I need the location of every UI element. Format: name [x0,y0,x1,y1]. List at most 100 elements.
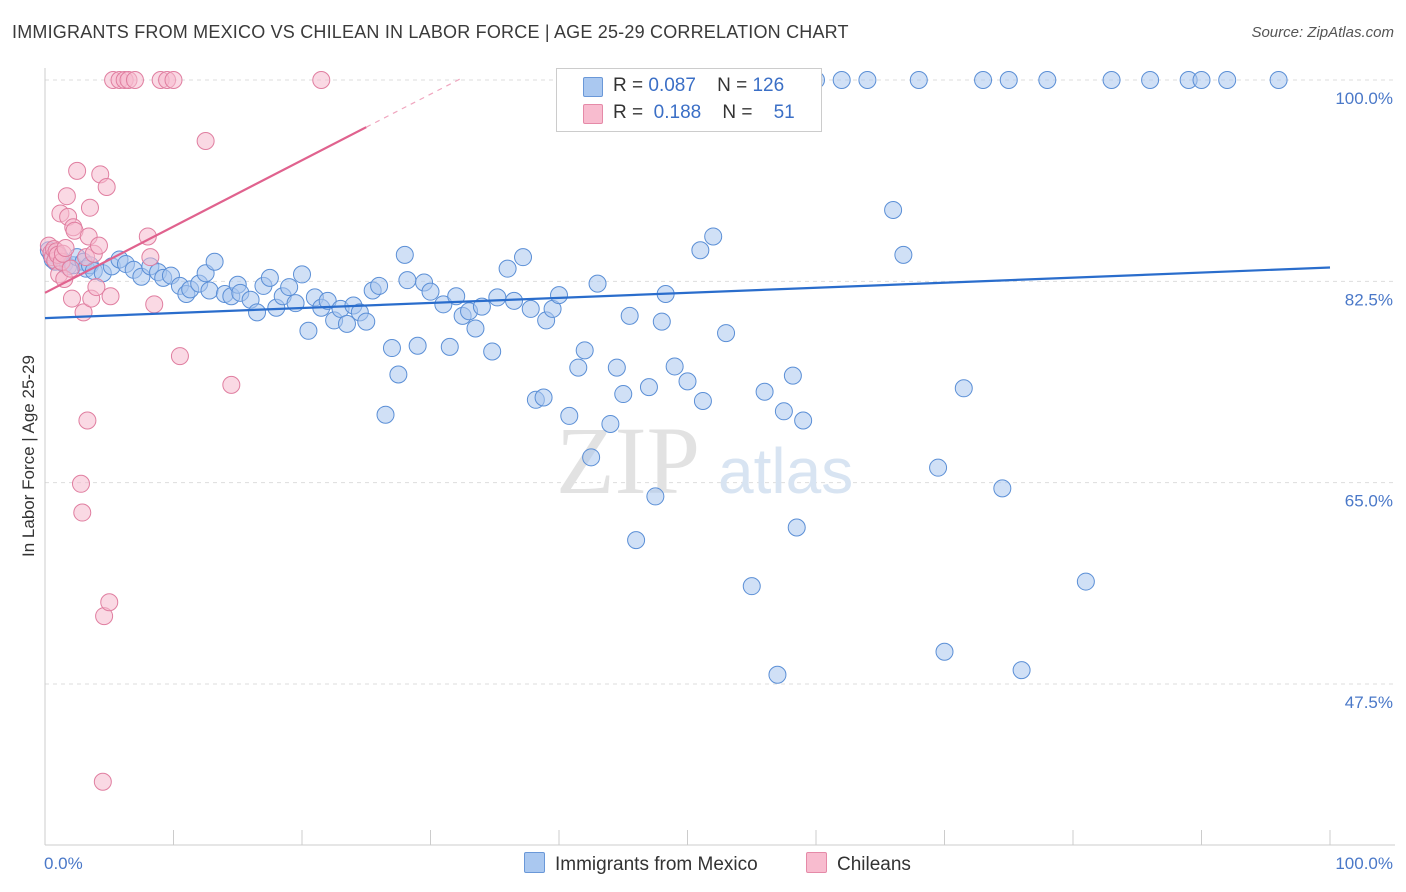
chilean-point [97,177,116,196]
mexico-point [1218,71,1237,89]
legend-r-mexico: 0.087 [648,75,696,96]
chilean-point [145,295,164,314]
chilean-point [73,503,92,522]
mexico-point [993,479,1012,498]
mexico-trend-line [44,266,1331,320]
chilean-point [101,287,120,306]
chilean-point [196,131,215,150]
chilean-point [93,772,112,791]
mexico-point [318,291,337,310]
mexico-point [794,411,813,430]
mexico-point [999,71,1018,89]
mexico-point [488,288,507,307]
mexico-point [299,321,318,340]
chilean-trend-line [44,126,367,294]
mexico-point [569,358,588,377]
legend-swatch-chileans [583,104,603,124]
bottom-legend-swatch-chileans [806,852,827,873]
legend-swatch-mexico [583,77,603,97]
mexico-point [665,357,684,376]
mexico-point [1141,71,1160,89]
mexico-point [1269,71,1288,89]
mexico-point [1192,71,1211,89]
y-tick-label: 47.5% [1345,693,1393,712]
mexico-point [248,303,267,322]
watermark-zip: ZIP [556,407,700,514]
mexico-point [395,245,414,264]
chilean-point [89,236,108,255]
source-credit: Source: ZipAtlas.com [1251,24,1394,41]
chilean-point [80,198,99,217]
mexico-point [1012,661,1031,680]
mexico-point [929,458,948,477]
legend-n-label: N = [717,75,748,96]
mexico-point [742,577,761,596]
mexico-point [534,388,553,407]
mexico-point [768,665,787,684]
mexico-point [440,337,459,356]
mexico-point [717,324,736,343]
mexico-point [498,259,517,278]
y-tick-label: 65.0% [1345,492,1393,511]
mexico-point [691,241,710,260]
mexico-point [421,282,440,301]
mexico-point [620,306,639,325]
trend-lines [44,77,1331,320]
chilean-point [125,71,144,89]
mexico-point [514,248,533,267]
mexico-point [607,358,626,377]
mexico-point [447,287,466,306]
legend-text-chileans: R = 0.188 N = 51 [613,102,795,124]
chilean-point [78,411,97,430]
gridlines [45,79,1395,685]
mexico-point [884,200,903,219]
x-tick-label-max: 100.0% [1335,854,1393,873]
mexico-point [550,286,568,305]
mexico-point [389,365,408,384]
mexico-point [260,268,279,287]
mexico-point [357,312,376,331]
chilean-point [87,278,106,297]
mexico-point [200,281,219,300]
chilean-trend-extension [365,77,463,128]
y-tick-label: 100.0% [1335,89,1393,108]
mexico-point [337,314,356,333]
chilean-point [164,71,183,89]
mexico-point [755,382,774,401]
y-tick-labels: 100.0% 82.5% 65.0% 47.5% [1335,89,1393,712]
mexico-point [293,265,311,284]
legend-r-chileans: 0.188 [653,102,702,123]
chilean-point [170,347,189,366]
mexico-point [601,414,620,433]
y-tick-label: 82.5% [1345,290,1393,309]
chilean-point [141,248,160,267]
mexico-point [382,339,401,358]
mexico-point [974,71,993,89]
mexico-point [639,378,658,397]
chilean-point [68,161,87,180]
mexico-point [693,391,712,410]
mexico-point [588,274,607,293]
mexico-point [1102,71,1121,89]
mexico-point [575,341,594,360]
mexico-point [783,366,802,385]
mexico-point [627,531,646,550]
legend-n-chileans: 51 [773,102,795,123]
mexico-point [521,299,540,318]
chilean-point [62,289,81,308]
mexico-point [787,518,806,537]
legend-n-label: N = [722,102,753,123]
mexico-point [954,379,973,398]
x-tick-label-min: 0.0% [44,854,83,873]
data-points [39,71,1288,791]
chilean-point [312,71,331,89]
mexico-point [646,487,665,506]
mexico-point [909,71,928,89]
mexico-point [935,642,954,661]
legend-text-mexico: R = 0.087 N = 126 [613,75,784,97]
chilean-point [61,259,80,278]
mexico-point [376,405,395,424]
mexico-point [370,276,389,295]
bottom-legend-swatch-mexico [524,852,545,873]
